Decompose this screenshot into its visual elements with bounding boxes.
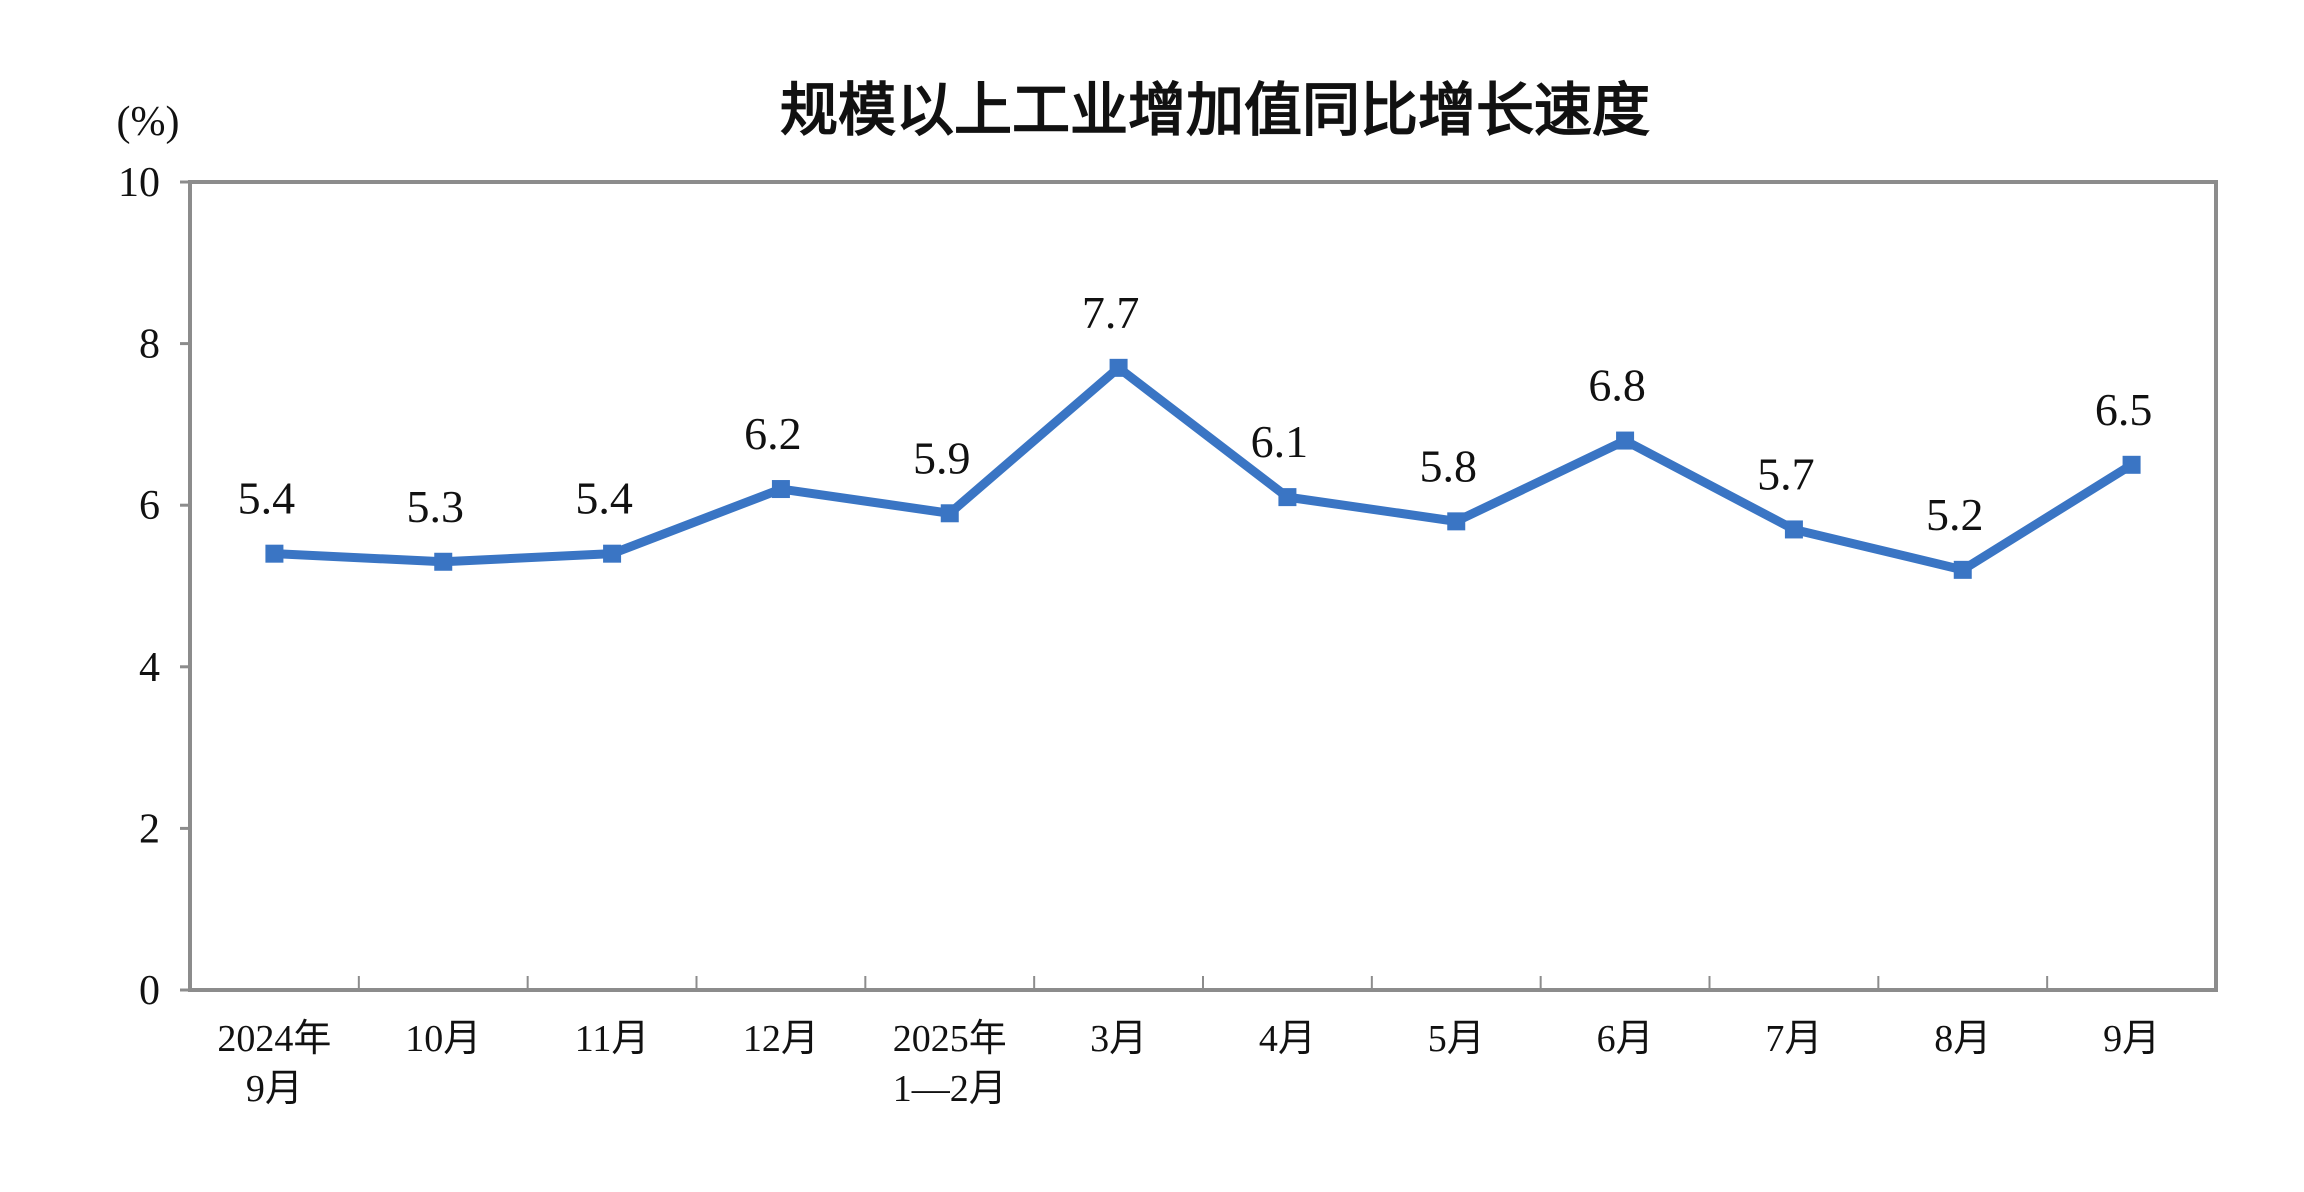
x-tick-label-line: 12月 (743, 1018, 819, 1060)
x-axis: 2024年 9月 10月 11月 12月 2025年 1—2月 3月 4月 5月 6月 7月 8月 9月 (217, 976, 2160, 1110)
data-point-marker (265, 544, 284, 563)
data-point-marker (1953, 560, 1972, 579)
x-tick-label-line: 7月 (1765, 1018, 1822, 1060)
data-label: 5.8 (1420, 440, 1478, 491)
x-tick-label-line: 2024年 (217, 1018, 331, 1060)
data-point-marker (2122, 455, 2141, 474)
y-axis-unit-label: (%) (117, 99, 180, 145)
data-label: 5.3 (407, 481, 465, 532)
x-tick-label: 6月 (1597, 1018, 1654, 1060)
x-tick-label: 2024年 9月 (217, 1018, 331, 1110)
x-tick-label: 2025年 1—2月 (893, 1018, 1007, 1110)
data-point-marker (603, 544, 622, 563)
x-tick-label-line: 9月 (2103, 1018, 2160, 1060)
x-tick-label: 10月 (405, 1018, 481, 1060)
x-tick-label-line: 1—2月 (893, 1068, 1007, 1110)
x-tick-label-line: 5月 (1428, 1018, 1485, 1060)
y-tick-label: 10 (118, 160, 160, 206)
x-tick-label: 4月 (1259, 1018, 1316, 1060)
x-tick-label-line: 11月 (575, 1018, 650, 1060)
y-axis: 0 2 4 6 8 10 (118, 160, 190, 1014)
data-label: 5.7 (1757, 448, 1815, 499)
plot-frame (188, 180, 2218, 992)
data-label: 5.4 (238, 473, 296, 524)
x-tick-label: 11月 (575, 1018, 650, 1060)
y-tick-label: 2 (139, 806, 160, 852)
data-labels-group: 5.4 5.3 5.4 6.2 5.9 7.7 6.1 5.8 6.8 5.7 5.2 6.5 (238, 287, 2153, 540)
x-tick-label-line: 9月 (246, 1068, 303, 1110)
x-tick-label-line: 4月 (1259, 1018, 1316, 1060)
y-tick-label: 8 (139, 322, 160, 368)
data-point-marker (1109, 358, 1128, 377)
data-label: 6.1 (1251, 416, 1309, 467)
data-point-marker (434, 552, 453, 571)
data-label: 5.9 (913, 432, 971, 483)
x-tick-label-line: 10月 (405, 1018, 481, 1060)
x-tick-label: 5月 (1428, 1018, 1485, 1060)
x-tick-label: 8月 (1934, 1018, 1991, 1060)
x-tick-label: 3月 (1090, 1018, 1147, 1060)
data-label: 5.4 (575, 473, 633, 524)
x-tick-label-line: 3月 (1090, 1018, 1147, 1060)
data-point-marker (940, 504, 959, 523)
y-tick-label: 0 (139, 968, 160, 1014)
data-label: 6.2 (744, 408, 802, 459)
x-tick-label-line: 6月 (1597, 1018, 1654, 1060)
data-point-marker (1447, 512, 1466, 531)
data-point-marker (1784, 520, 1803, 539)
data-point-marker (1616, 431, 1635, 450)
series-line (269, 363, 2137, 575)
x-tick-label-line: 8月 (1934, 1018, 1991, 1060)
series-line-group (265, 358, 2141, 579)
x-tick-label: 12月 (743, 1018, 819, 1060)
y-tick-label: 6 (139, 483, 160, 529)
data-label: 6.5 (2095, 384, 2153, 435)
data-label: 7.7 (1082, 287, 1140, 338)
x-tick-label: 7月 (1765, 1018, 1822, 1060)
data-point-marker (1278, 488, 1297, 507)
chart-title: 规模以上工业增加值同比增长速度 (780, 76, 1650, 144)
y-tick-label: 4 (139, 645, 160, 691)
data-label: 6.8 (1588, 360, 1646, 411)
x-tick-label-line: 2025年 (893, 1018, 1007, 1060)
data-label: 5.2 (1926, 489, 1984, 540)
data-point-marker (771, 480, 790, 499)
x-tick-label: 9月 (2103, 1018, 2160, 1060)
